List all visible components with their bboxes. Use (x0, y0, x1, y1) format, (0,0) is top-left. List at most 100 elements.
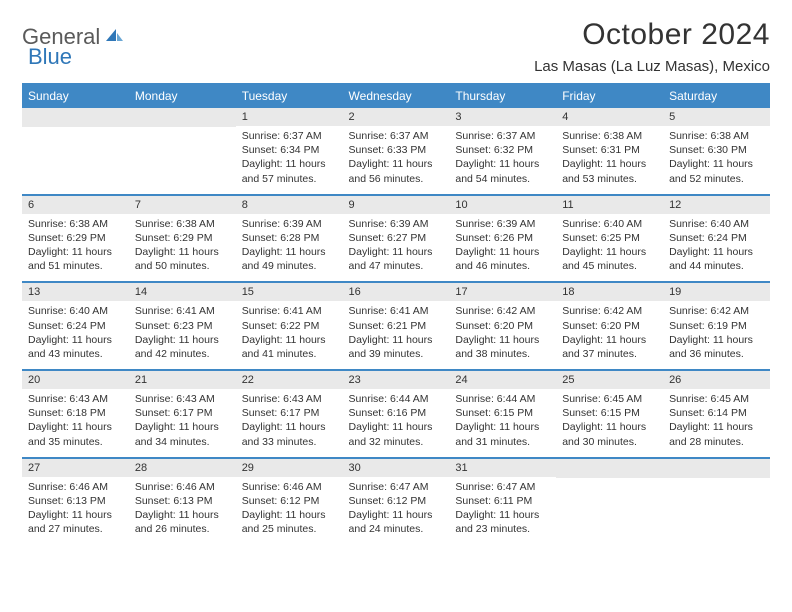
day-header-sat: Saturday (663, 84, 770, 109)
week-row: 1Sunrise: 6:37 AMSunset: 6:34 PMDaylight… (22, 108, 770, 195)
day-number: 16 (343, 283, 450, 301)
day-number: 2 (343, 108, 450, 126)
sunrise-text: Sunrise: 6:42 AM (455, 304, 550, 318)
sunrise-text: Sunrise: 6:43 AM (242, 392, 337, 406)
day-content-empty (556, 478, 663, 538)
day-cell: 1Sunrise: 6:37 AMSunset: 6:34 PMDaylight… (236, 108, 343, 195)
sunset-text: Sunset: 6:14 PM (669, 406, 764, 420)
day-number: 1 (236, 108, 343, 126)
day-content: Sunrise: 6:38 AMSunset: 6:30 PMDaylight:… (663, 126, 770, 194)
day-content: Sunrise: 6:39 AMSunset: 6:27 PMDaylight:… (343, 214, 450, 282)
sunset-text: Sunset: 6:17 PM (242, 406, 337, 420)
day-cell: 11Sunrise: 6:40 AMSunset: 6:25 PMDayligh… (556, 195, 663, 283)
day-cell: 28Sunrise: 6:46 AMSunset: 6:13 PMDayligh… (129, 458, 236, 545)
day-content: Sunrise: 6:37 AMSunset: 6:32 PMDaylight:… (449, 126, 556, 194)
daylight-text: Daylight: 11 hours and 47 minutes. (349, 245, 444, 273)
day-number: 18 (556, 283, 663, 301)
day-content: Sunrise: 6:42 AMSunset: 6:19 PMDaylight:… (663, 301, 770, 369)
day-content: Sunrise: 6:39 AMSunset: 6:26 PMDaylight:… (449, 214, 556, 282)
sunrise-text: Sunrise: 6:42 AM (562, 304, 657, 318)
day-cell: 18Sunrise: 6:42 AMSunset: 6:20 PMDayligh… (556, 282, 663, 370)
sunset-text: Sunset: 6:24 PM (669, 231, 764, 245)
day-cell: 12Sunrise: 6:40 AMSunset: 6:24 PMDayligh… (663, 195, 770, 283)
day-content: Sunrise: 6:46 AMSunset: 6:12 PMDaylight:… (236, 477, 343, 545)
day-number: 27 (22, 459, 129, 477)
day-content: Sunrise: 6:45 AMSunset: 6:14 PMDaylight:… (663, 389, 770, 457)
day-content: Sunrise: 6:45 AMSunset: 6:15 PMDaylight:… (556, 389, 663, 457)
day-number: 25 (556, 371, 663, 389)
daylight-text: Daylight: 11 hours and 27 minutes. (28, 508, 123, 536)
day-content: Sunrise: 6:44 AMSunset: 6:15 PMDaylight:… (449, 389, 556, 457)
day-number-empty (22, 108, 129, 127)
sunrise-text: Sunrise: 6:46 AM (28, 480, 123, 494)
day-cell: 14Sunrise: 6:41 AMSunset: 6:23 PMDayligh… (129, 282, 236, 370)
day-cell: 3Sunrise: 6:37 AMSunset: 6:32 PMDaylight… (449, 108, 556, 195)
daylight-text: Daylight: 11 hours and 36 minutes. (669, 333, 764, 361)
day-header-thu: Thursday (449, 84, 556, 109)
daylight-text: Daylight: 11 hours and 38 minutes. (455, 333, 550, 361)
day-cell: 29Sunrise: 6:46 AMSunset: 6:12 PMDayligh… (236, 458, 343, 545)
sunset-text: Sunset: 6:15 PM (562, 406, 657, 420)
daylight-text: Daylight: 11 hours and 35 minutes. (28, 420, 123, 448)
sunrise-text: Sunrise: 6:39 AM (349, 217, 444, 231)
page-header: General October 2024 Las Masas (La Luz M… (22, 18, 770, 75)
sunrise-text: Sunrise: 6:46 AM (135, 480, 230, 494)
calendar-page: General October 2024 Las Masas (La Luz M… (0, 0, 792, 544)
day-number: 29 (236, 459, 343, 477)
daylight-text: Daylight: 11 hours and 43 minutes. (28, 333, 123, 361)
day-cell: 15Sunrise: 6:41 AMSunset: 6:22 PMDayligh… (236, 282, 343, 370)
sunset-text: Sunset: 6:18 PM (28, 406, 123, 420)
sunset-text: Sunset: 6:11 PM (455, 494, 550, 508)
day-cell: 19Sunrise: 6:42 AMSunset: 6:19 PMDayligh… (663, 282, 770, 370)
sunrise-text: Sunrise: 6:40 AM (669, 217, 764, 231)
daylight-text: Daylight: 11 hours and 52 minutes. (669, 157, 764, 185)
day-content: Sunrise: 6:41 AMSunset: 6:23 PMDaylight:… (129, 301, 236, 369)
daylight-text: Daylight: 11 hours and 32 minutes. (349, 420, 444, 448)
day-content-empty (22, 127, 129, 187)
daylight-text: Daylight: 11 hours and 54 minutes. (455, 157, 550, 185)
day-header-wed: Wednesday (343, 84, 450, 109)
day-cell: 13Sunrise: 6:40 AMSunset: 6:24 PMDayligh… (22, 282, 129, 370)
sunset-text: Sunset: 6:28 PM (242, 231, 337, 245)
day-number: 22 (236, 371, 343, 389)
day-content: Sunrise: 6:42 AMSunset: 6:20 PMDaylight:… (449, 301, 556, 369)
day-header-row: Sunday Monday Tuesday Wednesday Thursday… (22, 84, 770, 109)
daylight-text: Daylight: 11 hours and 28 minutes. (669, 420, 764, 448)
day-number: 15 (236, 283, 343, 301)
day-cell (556, 458, 663, 545)
daylight-text: Daylight: 11 hours and 30 minutes. (562, 420, 657, 448)
daylight-text: Daylight: 11 hours and 51 minutes. (28, 245, 123, 273)
day-number: 12 (663, 196, 770, 214)
sunset-text: Sunset: 6:12 PM (242, 494, 337, 508)
brand-sail-icon (104, 27, 124, 48)
daylight-text: Daylight: 11 hours and 57 minutes. (242, 157, 337, 185)
day-content: Sunrise: 6:47 AMSunset: 6:11 PMDaylight:… (449, 477, 556, 545)
daylight-text: Daylight: 11 hours and 49 minutes. (242, 245, 337, 273)
sunrise-text: Sunrise: 6:41 AM (135, 304, 230, 318)
day-cell: 30Sunrise: 6:47 AMSunset: 6:12 PMDayligh… (343, 458, 450, 545)
sunrise-text: Sunrise: 6:38 AM (28, 217, 123, 231)
sunset-text: Sunset: 6:16 PM (349, 406, 444, 420)
daylight-text: Daylight: 11 hours and 34 minutes. (135, 420, 230, 448)
day-content: Sunrise: 6:43 AMSunset: 6:17 PMDaylight:… (129, 389, 236, 457)
day-cell: 6Sunrise: 6:38 AMSunset: 6:29 PMDaylight… (22, 195, 129, 283)
sunset-text: Sunset: 6:12 PM (349, 494, 444, 508)
sunset-text: Sunset: 6:20 PM (562, 319, 657, 333)
day-cell: 26Sunrise: 6:45 AMSunset: 6:14 PMDayligh… (663, 370, 770, 458)
day-cell: 24Sunrise: 6:44 AMSunset: 6:15 PMDayligh… (449, 370, 556, 458)
day-cell: 17Sunrise: 6:42 AMSunset: 6:20 PMDayligh… (449, 282, 556, 370)
sunrise-text: Sunrise: 6:37 AM (242, 129, 337, 143)
day-content: Sunrise: 6:41 AMSunset: 6:21 PMDaylight:… (343, 301, 450, 369)
daylight-text: Daylight: 11 hours and 33 minutes. (242, 420, 337, 448)
sunrise-text: Sunrise: 6:37 AM (455, 129, 550, 143)
sunrise-text: Sunrise: 6:37 AM (349, 129, 444, 143)
sunset-text: Sunset: 6:24 PM (28, 319, 123, 333)
day-number: 31 (449, 459, 556, 477)
sunrise-text: Sunrise: 6:40 AM (562, 217, 657, 231)
title-block: October 2024 Las Masas (La Luz Masas), M… (534, 18, 770, 75)
day-number: 21 (129, 371, 236, 389)
day-cell: 9Sunrise: 6:39 AMSunset: 6:27 PMDaylight… (343, 195, 450, 283)
sunset-text: Sunset: 6:25 PM (562, 231, 657, 245)
day-cell: 31Sunrise: 6:47 AMSunset: 6:11 PMDayligh… (449, 458, 556, 545)
day-content-empty (663, 478, 770, 538)
